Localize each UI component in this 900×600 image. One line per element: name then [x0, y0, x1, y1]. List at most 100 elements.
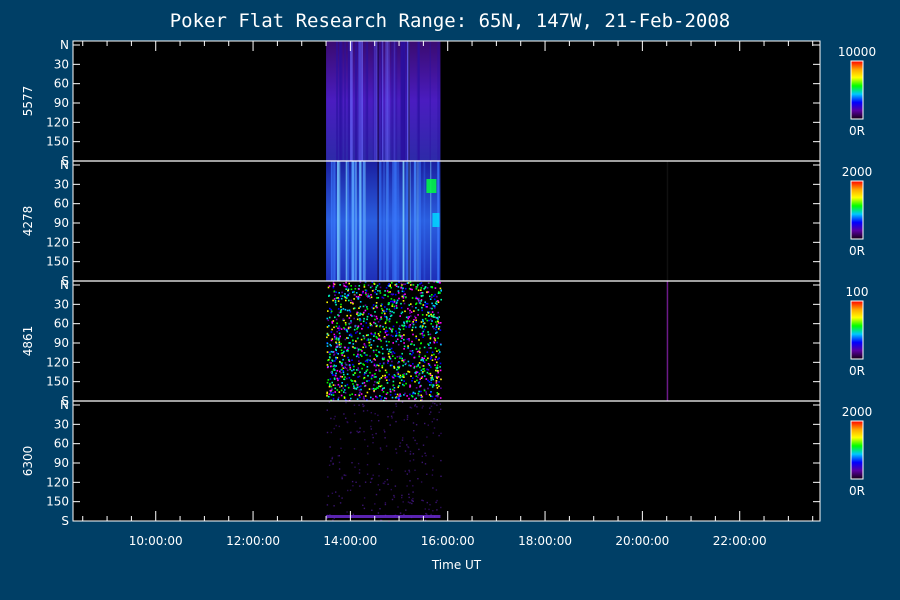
emission-speckle	[413, 356, 415, 359]
emission-speckle	[413, 310, 415, 312]
emission-speckle	[344, 322, 347, 324]
emission-speckle	[384, 331, 387, 334]
emission-speckle	[354, 288, 357, 290]
emission-speckle	[379, 290, 381, 292]
emission-speckle	[436, 509, 438, 511]
emission-speckle	[372, 339, 375, 342]
emission-speckle	[354, 294, 356, 296]
emission-speckle	[333, 364, 336, 367]
emission-speckle	[378, 475, 380, 477]
emission-streak	[430, 161, 432, 281]
emission-speckle	[439, 329, 442, 331]
emission-speckle	[392, 411, 394, 414]
emission-speckle	[419, 292, 422, 295]
emission-speckle	[424, 463, 427, 465]
emission-speckle	[418, 362, 421, 364]
emission-speckle	[391, 375, 394, 378]
emission-speckle	[377, 387, 379, 389]
emission-speckle	[356, 384, 359, 386]
emission-speckle	[422, 368, 424, 370]
emission-speckle	[403, 348, 405, 350]
emission-speckle	[340, 328, 343, 330]
emission-speckle	[363, 507, 366, 510]
emission-speckle	[430, 347, 432, 349]
emission-speckle	[391, 417, 393, 419]
emission-speckle	[367, 375, 369, 377]
emission-speckle	[353, 385, 355, 387]
emission-speckle	[332, 399, 335, 401]
emission-speckle	[390, 488, 392, 491]
emission-speckle	[377, 382, 380, 384]
emission-speckle	[339, 361, 341, 364]
emission-speckle	[413, 319, 415, 321]
emission-speckle	[395, 340, 398, 343]
emission-speckle	[372, 304, 375, 306]
emission-speckle	[345, 288, 347, 290]
emission-speckle	[339, 284, 341, 286]
emission-speckle	[363, 336, 366, 339]
emission-speckle	[424, 508, 426, 510]
emission-speckle	[328, 385, 331, 388]
colorbar-max-label: 10000	[838, 45, 876, 59]
emission-speckle	[439, 369, 442, 372]
y-tick-label: 150	[46, 135, 69, 149]
emission-speckle	[347, 289, 349, 292]
emission-speckle	[340, 369, 342, 371]
emission-speckle	[344, 346, 346, 349]
emission-speckle	[374, 388, 376, 390]
emission-speckle	[361, 382, 364, 385]
emission-speckle	[343, 350, 345, 353]
emission-speckle	[391, 396, 394, 399]
emission-speckle	[423, 361, 426, 363]
emission-speckle	[376, 396, 378, 399]
emission-speckle	[366, 354, 368, 356]
emission-speckle	[360, 313, 362, 315]
emission-speckle	[368, 344, 371, 347]
emission-speckle	[392, 388, 394, 391]
emission-speckle	[421, 314, 424, 316]
emission-speckle	[384, 431, 386, 433]
emission-speckle	[341, 382, 343, 384]
emission-speckle	[326, 333, 329, 336]
emission-speckle	[423, 328, 426, 331]
emission-speckle	[399, 357, 401, 359]
emission-speckle	[358, 385, 361, 388]
emission-speckle	[402, 297, 405, 299]
emission-speckle	[381, 356, 384, 359]
emission-streak	[359, 161, 362, 281]
emission-speckle	[391, 498, 394, 501]
emission-speckle	[427, 424, 429, 426]
emission-speckle	[434, 339, 437, 342]
emission-speckle	[380, 449, 382, 451]
emission-speckle	[348, 317, 351, 319]
emission-speckle	[358, 393, 360, 396]
emission-speckle	[384, 374, 386, 377]
emission-speckle	[367, 453, 369, 455]
emission-speckle	[341, 361, 343, 364]
emission-speckle	[340, 363, 343, 365]
emission-speckle	[381, 348, 384, 350]
emission-speckle	[381, 296, 384, 299]
emission-speckle	[383, 362, 385, 364]
emission-speckle	[329, 353, 331, 356]
emission-speckle	[403, 334, 405, 336]
emission-speckle	[339, 385, 341, 388]
emission-speckle	[435, 356, 437, 358]
emission-streak	[393, 41, 396, 161]
emission-speckle	[371, 360, 374, 363]
emission-speckle	[354, 466, 356, 468]
emission-speckle	[412, 377, 414, 379]
emission-speckle	[421, 398, 423, 401]
emission-speckle	[385, 371, 388, 374]
emission-speckle	[408, 364, 411, 367]
emission-speckle	[434, 402, 436, 405]
emission-speckle	[390, 334, 393, 337]
emission-speckle	[374, 503, 376, 505]
emission-speckle	[340, 447, 342, 449]
emission-speckle	[371, 306, 373, 309]
emission-speckle	[390, 314, 393, 317]
emission-speckle	[348, 342, 350, 344]
emission-speckle	[336, 330, 338, 333]
emission-speckle	[400, 287, 402, 289]
emission-speckle	[338, 329, 340, 331]
